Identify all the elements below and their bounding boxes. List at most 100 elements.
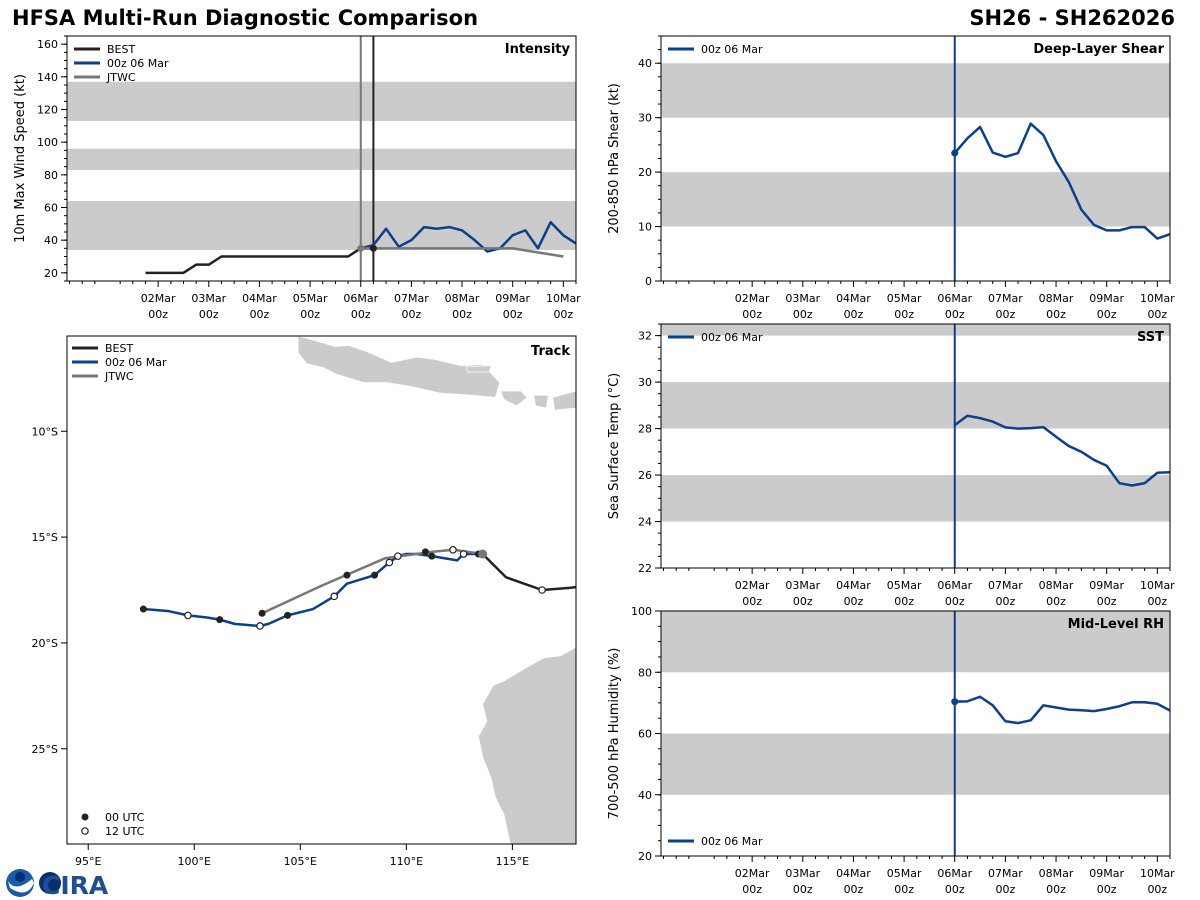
panel-title: SST (1137, 330, 1164, 345)
current-position-marker (478, 549, 488, 559)
x-tick-label-date: 09Mar (1089, 292, 1124, 305)
x-tick-label-date: 07Mar (988, 579, 1023, 592)
x-tick-label-date: 03Mar (785, 292, 820, 305)
x-tick-label-date: 04Mar (836, 292, 871, 305)
y-tick-label: 0 (645, 275, 652, 288)
x-tick-label-hour: 00z (1097, 308, 1117, 321)
series-line-run (954, 414, 1170, 487)
x-tick-label-date: 10Mar (1140, 579, 1175, 592)
sumbawa-island (552, 390, 576, 411)
y-tick-label: 30 (638, 376, 652, 389)
x-tick-label-hour: 00z (945, 595, 965, 608)
band-2 (661, 324, 1170, 336)
y-tick-label: 140 (37, 71, 58, 84)
x-tick-label-hour: 00z (793, 308, 813, 321)
x-tick-label-hour: 00z (793, 883, 813, 896)
band-0 (661, 172, 1170, 227)
x-tick-label-hour: 00z (844, 883, 864, 896)
y-axis-label: 10m Max Wind Speed (kt) (13, 74, 28, 243)
axes-frame (66, 335, 577, 845)
series-line-jtwc (360, 247, 564, 258)
track-point-12utc (459, 550, 468, 558)
x-tick-label-hour: 00z (894, 308, 914, 321)
point-marker-0 (951, 149, 959, 157)
track-point-12utc (184, 611, 192, 620)
x-tick-label-date: 03Mar (785, 579, 820, 592)
track-point-00utc (139, 605, 147, 613)
y-tick-label: 28 (638, 423, 652, 436)
noaa-logo (6, 869, 34, 897)
track-point-12utc (538, 586, 546, 594)
x-tick-label-date: 10Mar (546, 292, 581, 305)
track-line-best (481, 553, 576, 592)
chart-intensity: 02Mar 00z 03Mar 00z 04Mar 00z 05Mar 00z 06Mar 00z… (13, 35, 581, 321)
y-tick-label: 160 (37, 38, 58, 51)
panel-title: Intensity (505, 42, 571, 57)
track-point-00utc (216, 616, 224, 624)
cira-logo: CIRA (39, 871, 109, 900)
plot-area (661, 324, 1170, 568)
x-tick-label-hour: 00z (996, 883, 1016, 896)
x-tick-label-date: 07Mar (988, 292, 1023, 305)
x-tick-label-hour: 00z (452, 308, 472, 321)
x-tick-label-hour: 00z (844, 308, 864, 321)
band-0 (661, 475, 1170, 522)
map-area (139, 336, 576, 844)
x-tick-label-date: 06Mar (343, 292, 378, 305)
x-tick-label-date: 07Mar (988, 867, 1023, 880)
x-tick-label-hour: 00z (1046, 883, 1066, 896)
band-0 (67, 200, 576, 250)
madura-island (465, 365, 492, 373)
x-tick-label-date: 02Mar (141, 292, 176, 305)
y-tick-label: 20 (44, 267, 58, 280)
legend-label-run: 00z 06 Mar (701, 835, 763, 848)
y-axis-label: 700-500 hPa Humidity (%) (607, 648, 622, 820)
band-0 (661, 733, 1170, 795)
series-line-run (953, 122, 1170, 240)
chart-track: 95°E 100°E 105°E 110°E 115°E 10°S 15°S 20°S 25°S… (32, 335, 577, 868)
x-tick-label-hour: 00z (1147, 883, 1167, 896)
legend-label-jtwc: JTWC (106, 71, 136, 84)
x-tick-label-date: 06Mar (937, 867, 972, 880)
band-2 (67, 81, 576, 121)
x-tick-label-hour: 00z (250, 308, 270, 321)
y-tick-label: 24 (638, 516, 652, 529)
noaa-logo-wave (8, 879, 34, 893)
y-tick-label: 100 (631, 605, 652, 618)
band-1 (661, 382, 1170, 429)
y-tick-label: 100 (37, 136, 58, 149)
track-line-jtwc (261, 548, 483, 615)
x-tick-label-date: 08Mar (1039, 579, 1074, 592)
legend-marker-00utc (81, 813, 89, 821)
legend-label-run: 00z 06 Mar (701, 43, 763, 56)
panel-title: Track (531, 344, 570, 359)
x-tick-label-date: 04Mar (242, 292, 277, 305)
x-tick-label-hour: 00z (1097, 595, 1117, 608)
y-tick-label: 40 (44, 234, 58, 247)
x-tick-label: 95°E (75, 855, 101, 868)
x-tick-label-date: 09Mar (1089, 867, 1124, 880)
track-point-00utc (421, 548, 429, 556)
storm-id: SH26 - SH262026 (969, 6, 1175, 30)
band-1 (67, 148, 576, 170)
legend-label-best: BEST (107, 43, 135, 56)
track-point-00utc (258, 609, 266, 617)
chart-rh: 02Mar 00z 03Mar 00z 04Mar 00z 05Mar 00z 06Mar 00z… (607, 605, 1175, 896)
legend-label-run: 00z 06 Mar (107, 57, 169, 70)
chart-sst: 02Mar 00z 03Mar 00z 04Mar 00z 05Mar 00z 06Mar 00z… (607, 323, 1175, 608)
x-tick-label: 105°E (284, 855, 317, 868)
x-tick-label-date: 06Mar (937, 292, 972, 305)
x-tick-label-hour: 00z (894, 883, 914, 896)
x-tick-label-date: 04Mar (836, 867, 871, 880)
point-marker-0 (369, 244, 377, 252)
y-tick-label: 60 (638, 728, 652, 741)
x-tick-label-hour: 00z (996, 595, 1016, 608)
y-tick-label: 25°S (32, 743, 58, 756)
x-tick-label-date: 07Mar (394, 292, 429, 305)
point-marker-0 (951, 698, 959, 706)
x-tick-label-hour: 00z (300, 308, 320, 321)
bali-island (500, 390, 528, 407)
x-tick-label-hour: 00z (402, 308, 422, 321)
java-island (297, 336, 501, 398)
x-tick-label-hour: 00z (503, 308, 523, 321)
